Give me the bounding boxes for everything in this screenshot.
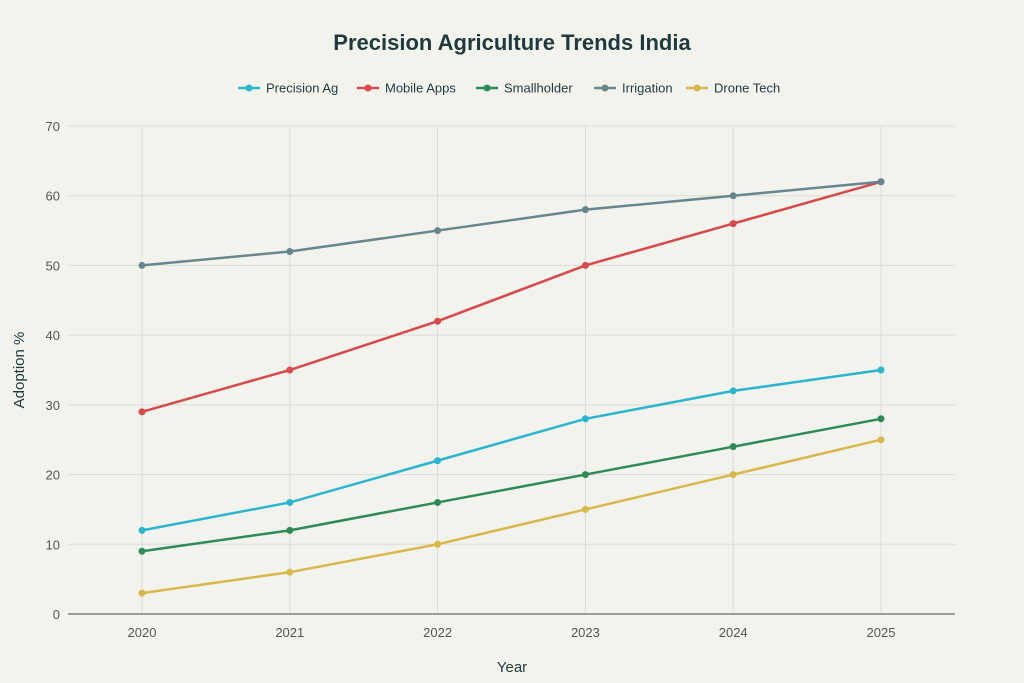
legend-swatch-marker bbox=[483, 84, 491, 92]
data-point-precision-ag bbox=[729, 387, 737, 395]
data-point-smallholder bbox=[434, 498, 442, 506]
x-tick-label: 2025 bbox=[867, 625, 896, 640]
y-tick-label: 0 bbox=[53, 607, 60, 622]
data-point-drone-tech bbox=[434, 540, 442, 548]
y-gridlines bbox=[68, 125, 955, 545]
data-point-mobile-apps bbox=[434, 317, 442, 325]
series-line-drone-tech bbox=[141, 438, 882, 595]
data-point-precision-ag bbox=[581, 415, 589, 423]
data-point-irrigation bbox=[729, 192, 737, 200]
series-group bbox=[138, 178, 885, 597]
data-point-irrigation bbox=[138, 261, 146, 269]
x-tick-label: 2021 bbox=[275, 625, 304, 640]
y-tick-label: 20 bbox=[46, 468, 60, 483]
legend-label: Smallholder bbox=[504, 81, 573, 96]
series-line-irrigation bbox=[141, 180, 882, 267]
data-point-irrigation bbox=[286, 247, 294, 255]
data-point-drone-tech bbox=[729, 471, 737, 479]
chart-title: Precision Agriculture Trends India bbox=[333, 30, 691, 55]
data-point-irrigation bbox=[877, 178, 885, 186]
data-point-smallholder bbox=[877, 415, 885, 423]
series-line-smallholder bbox=[141, 417, 882, 553]
data-point-smallholder bbox=[581, 471, 589, 479]
data-point-smallholder bbox=[286, 526, 294, 534]
data-point-mobile-apps bbox=[286, 366, 294, 374]
legend-label: Irrigation bbox=[622, 81, 673, 96]
data-point-drone-tech bbox=[138, 589, 146, 597]
legend-item-irrigation[interactable]: Irrigation bbox=[594, 81, 673, 96]
y-axis-ticks: 0 10 20 30 40 50 60 70 bbox=[46, 119, 60, 622]
x-tick-label: 2022 bbox=[423, 625, 452, 640]
y-tick-label: 30 bbox=[46, 398, 60, 413]
data-point-mobile-apps bbox=[138, 408, 146, 416]
legend-swatch-marker bbox=[245, 84, 253, 92]
data-point-drone-tech bbox=[581, 505, 589, 513]
legend-item-smallholder[interactable]: Smallholder bbox=[476, 81, 573, 96]
x-tick-label: 2024 bbox=[719, 625, 748, 640]
legend-swatch-marker bbox=[601, 84, 609, 92]
data-point-irrigation bbox=[434, 227, 442, 235]
legend-swatch-marker bbox=[364, 84, 372, 92]
data-point-smallholder bbox=[138, 547, 146, 555]
series-line-mobile-apps bbox=[141, 180, 882, 414]
x-gridlines bbox=[141, 126, 882, 614]
y-axis-label: Adoption % bbox=[11, 332, 28, 409]
legend-label: Drone Tech bbox=[714, 81, 780, 96]
x-axis-label: Year bbox=[497, 659, 527, 676]
y-tick-label: 60 bbox=[46, 189, 60, 204]
data-point-mobile-apps bbox=[729, 220, 737, 228]
legend-item-precision-ag[interactable]: Precision Ag bbox=[238, 81, 338, 96]
data-point-drone-tech bbox=[286, 568, 294, 576]
y-tick-label: 70 bbox=[46, 119, 60, 134]
legend-item-drone-tech[interactable]: Drone Tech bbox=[686, 81, 780, 96]
legend: Precision Ag Mobile Apps Smallholder Irriga… bbox=[238, 81, 780, 96]
legend-swatch-marker bbox=[693, 84, 701, 92]
y-tick-label: 40 bbox=[46, 328, 60, 343]
y-tick-label: 50 bbox=[46, 258, 60, 273]
y-tick-label: 10 bbox=[46, 537, 60, 552]
data-point-precision-ag bbox=[434, 457, 442, 465]
legend-label: Mobile Apps bbox=[385, 81, 456, 96]
legend-label: Precision Ag bbox=[266, 81, 338, 96]
x-axis-ticks: 2020 2021 2022 2023 2024 2025 bbox=[128, 625, 896, 640]
data-point-mobile-apps bbox=[581, 261, 589, 269]
data-point-precision-ag bbox=[877, 366, 885, 374]
x-tick-label: 2020 bbox=[128, 625, 157, 640]
data-point-precision-ag bbox=[286, 498, 294, 506]
data-point-precision-ag bbox=[138, 526, 146, 534]
data-point-smallholder bbox=[729, 443, 737, 451]
data-point-irrigation bbox=[581, 206, 589, 214]
x-tick-label: 2023 bbox=[571, 625, 600, 640]
data-point-drone-tech bbox=[877, 436, 885, 444]
legend-item-mobile-apps[interactable]: Mobile Apps bbox=[357, 81, 456, 96]
series-line-precision-ag bbox=[141, 368, 882, 532]
